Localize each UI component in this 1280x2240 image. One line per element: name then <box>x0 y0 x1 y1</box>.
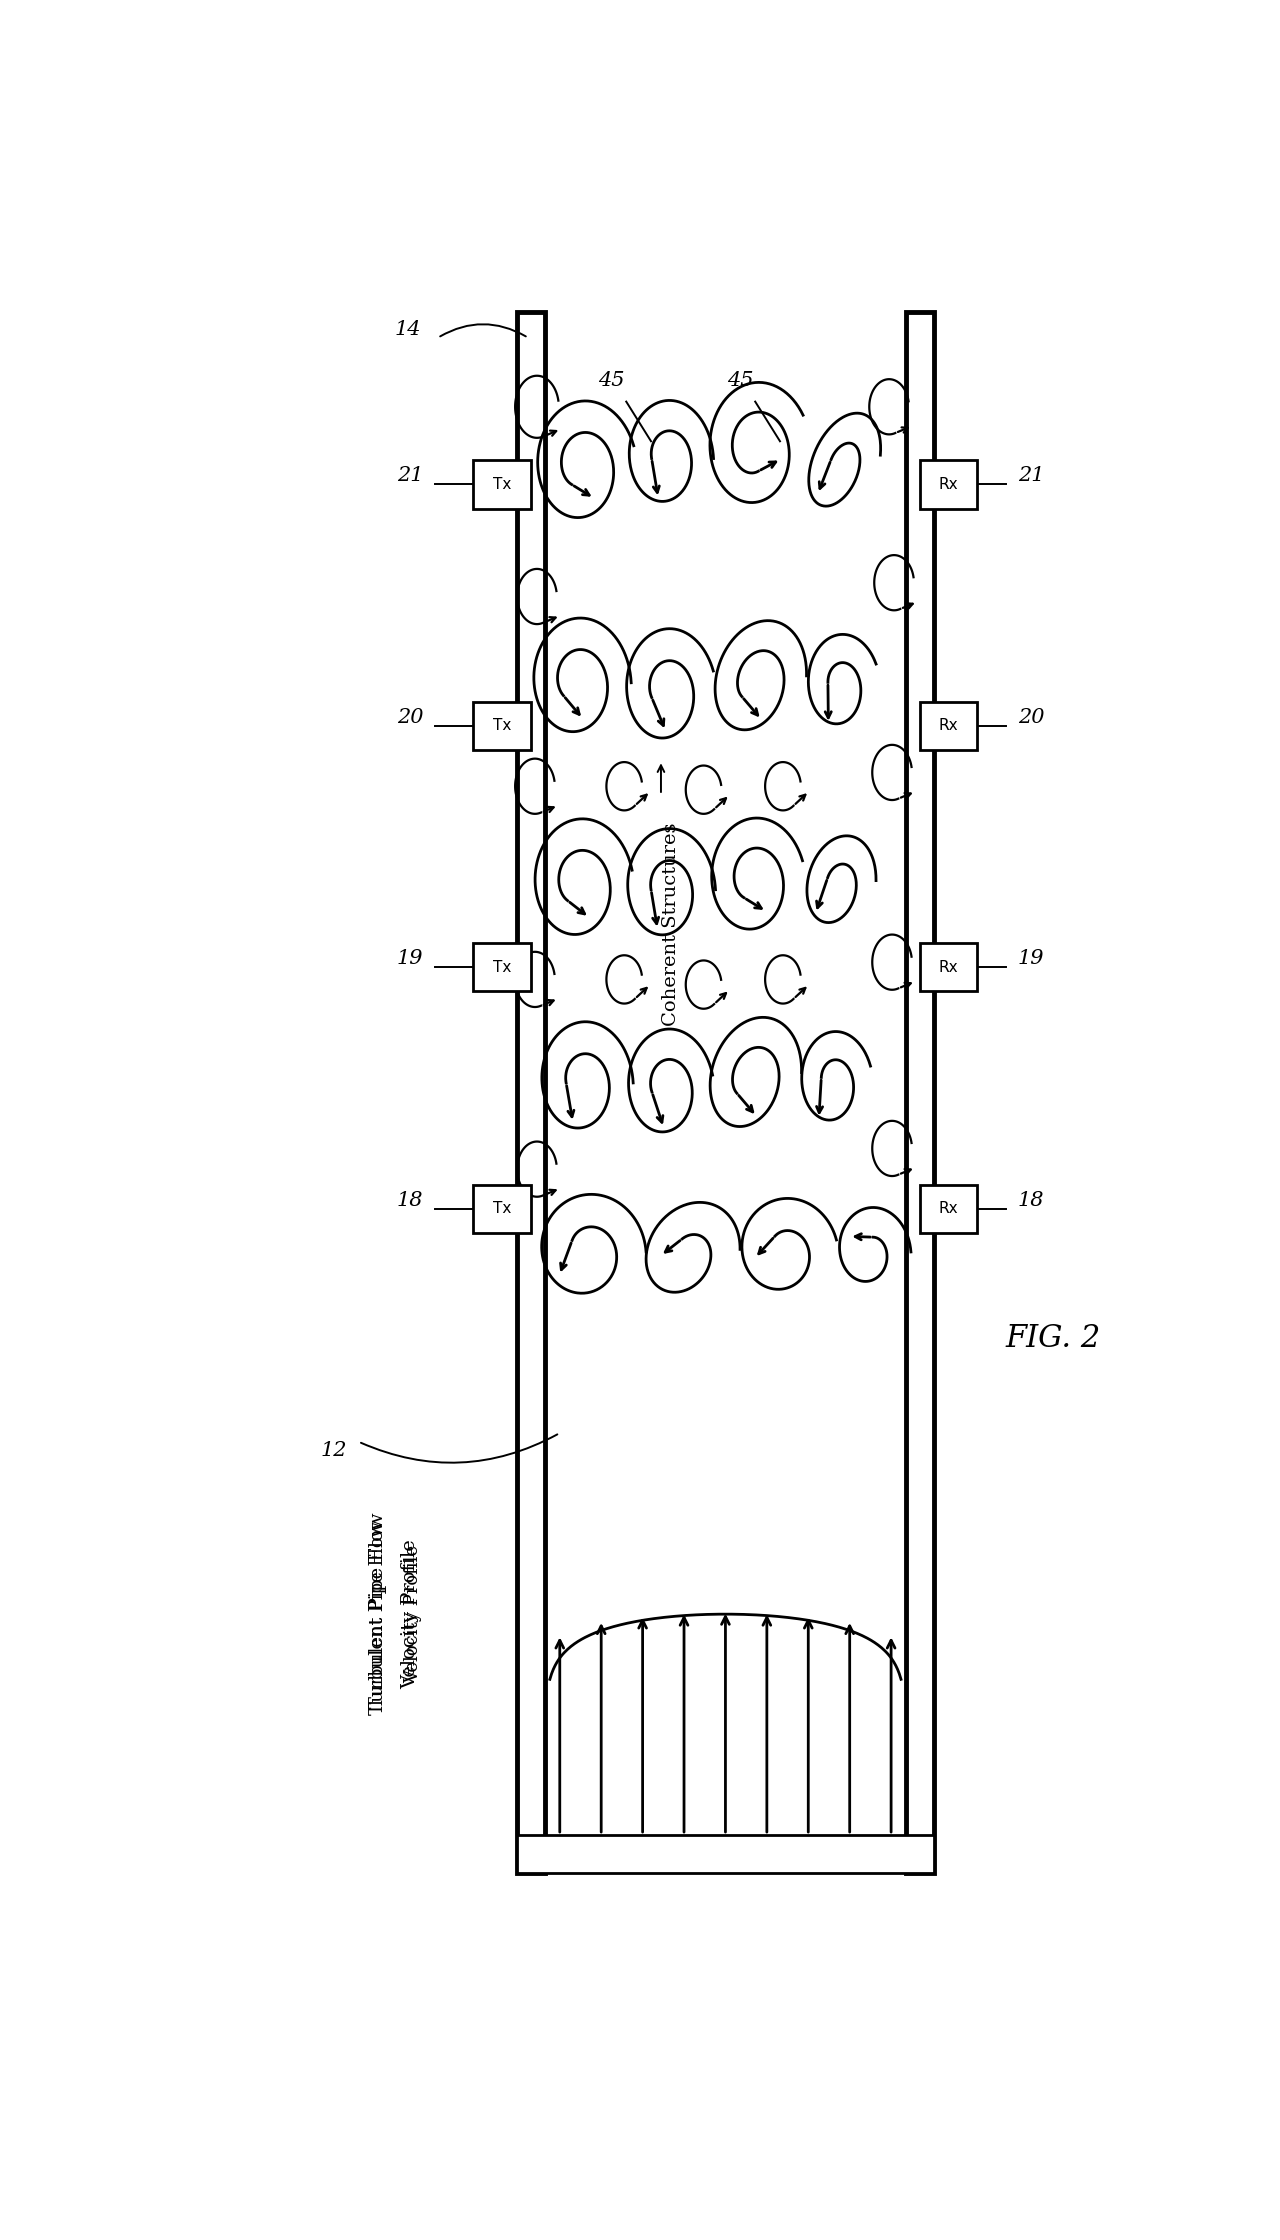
Text: Rx: Rx <box>938 477 959 493</box>
Text: Turbulent Pipe Flow: Turbulent Pipe Flow <box>369 1512 388 1716</box>
Bar <box>474 459 531 508</box>
Text: 19: 19 <box>397 950 424 968</box>
Text: 14: 14 <box>394 320 421 338</box>
Text: Rx: Rx <box>938 961 959 974</box>
Text: 20: 20 <box>1018 708 1044 726</box>
Bar <box>474 943 531 992</box>
Text: 21: 21 <box>397 466 424 486</box>
Text: Rx: Rx <box>938 1201 959 1216</box>
Bar <box>474 1185 531 1232</box>
Bar <box>517 311 545 1873</box>
Text: 20: 20 <box>397 708 424 726</box>
Text: 19: 19 <box>1018 950 1044 968</box>
Text: Velocity Profile: Velocity Profile <box>401 1539 419 1689</box>
Bar <box>906 311 934 1873</box>
Text: Velocity Profile: Velocity Profile <box>404 1546 422 1682</box>
Bar <box>517 1835 934 1873</box>
Text: Turbulent Pipe Flow: Turbulent Pipe Flow <box>369 1521 388 1707</box>
Bar <box>920 459 978 508</box>
Text: FIG. 2: FIG. 2 <box>1005 1322 1101 1353</box>
Text: 45: 45 <box>598 372 625 390</box>
Bar <box>920 701 978 750</box>
Bar <box>474 701 531 750</box>
Text: Tx: Tx <box>493 961 512 974</box>
Text: Tx: Tx <box>493 719 512 732</box>
Text: 12: 12 <box>320 1440 347 1460</box>
Bar <box>920 1185 978 1232</box>
Text: 21: 21 <box>1018 466 1044 486</box>
Bar <box>920 943 978 992</box>
Text: Coherent Structures: Coherent Structures <box>662 822 680 1026</box>
Text: Rx: Rx <box>938 719 959 732</box>
Text: 18: 18 <box>1018 1192 1044 1210</box>
Text: Tx: Tx <box>493 1201 512 1216</box>
Text: 18: 18 <box>397 1192 424 1210</box>
Text: Tx: Tx <box>493 477 512 493</box>
Text: 45: 45 <box>727 372 754 390</box>
